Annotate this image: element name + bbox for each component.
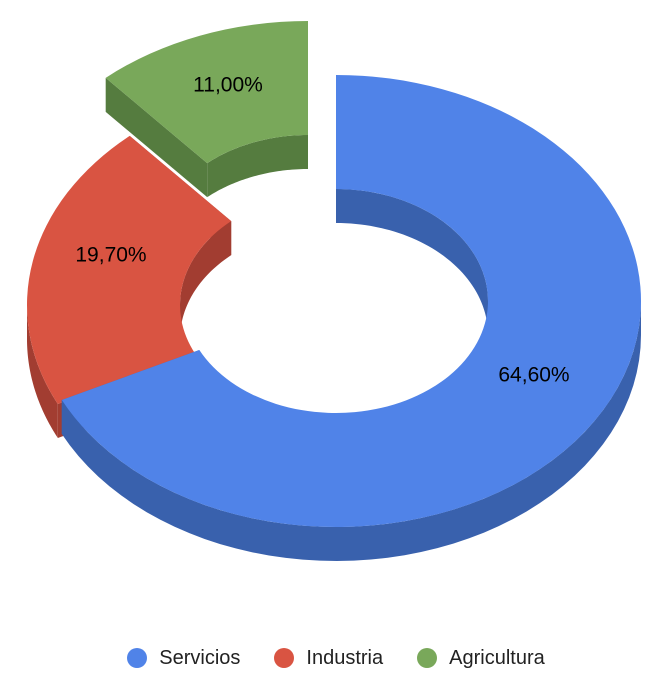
slice-servicios[interactable] (61, 75, 642, 527)
outer-wall-servicios (61, 301, 641, 561)
legend: Servicios Industria Agricultura (0, 636, 672, 680)
legend-item-servicios[interactable]: Servicios (127, 647, 240, 670)
slice-industria[interactable] (26, 135, 232, 404)
legend-item-industria[interactable]: Industria (274, 647, 383, 670)
legend-label-industria: Industria (306, 646, 384, 669)
legend-swatch-servicios (127, 648, 148, 668)
legend-swatch-industria (274, 648, 295, 668)
legend-label-servicios: Servicios (159, 646, 241, 669)
legend-swatch-agricultura (417, 648, 438, 668)
legend-item-agricultura[interactable]: Agricultura (417, 647, 545, 670)
inner-wall-agricultura (207, 135, 308, 198)
inner-wall-industria (180, 221, 232, 339)
cut-wall-start-agricultura (105, 77, 208, 198)
slice-label-agricultura: 11,00% (193, 74, 263, 97)
inner-wall-right-servicios (336, 189, 488, 335)
slice-label-servicios: 64,60% (498, 364, 569, 387)
donut-chart: 64,60% 19,70% 11,00% (26, 20, 642, 561)
slice-label-industria: 19,70% (75, 244, 146, 267)
slice-agricultura[interactable] (105, 20, 309, 164)
outer-wall-industria (27, 305, 58, 438)
legend-label-agricultura: Agricultura (449, 646, 545, 669)
